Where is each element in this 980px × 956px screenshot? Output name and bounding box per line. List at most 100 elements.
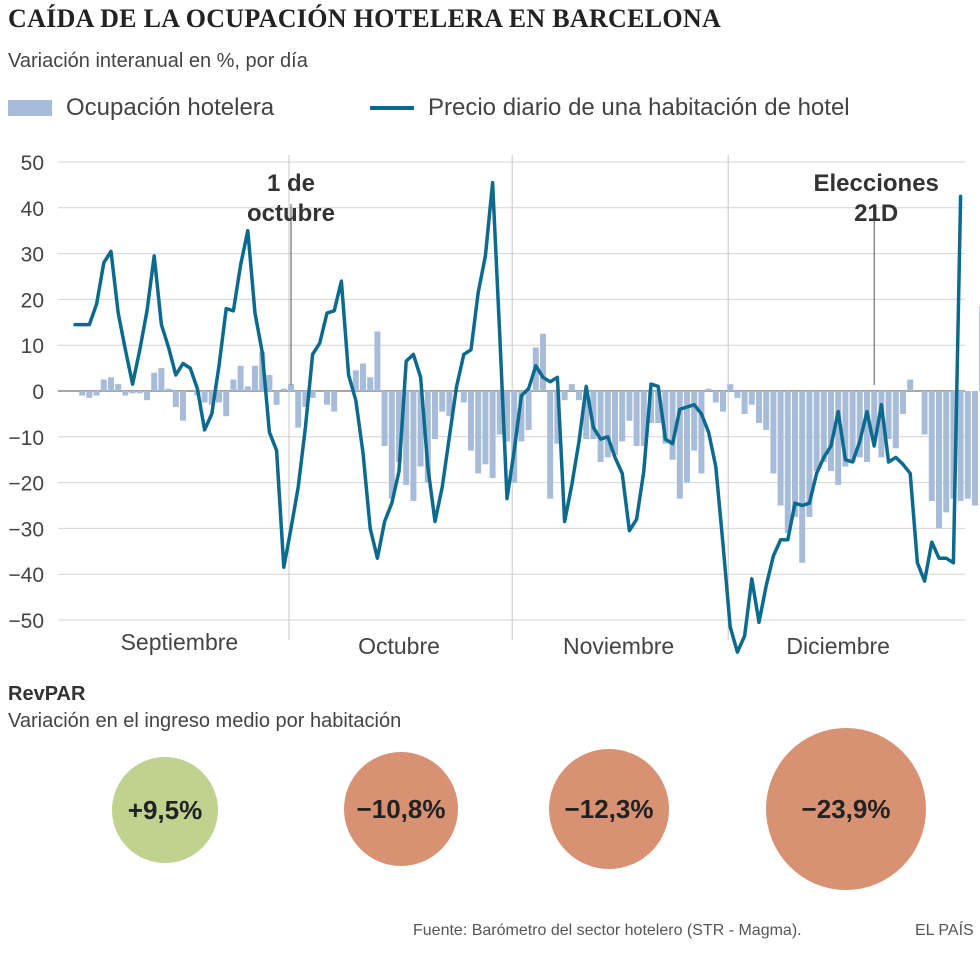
occupancy-bar — [583, 391, 590, 440]
occupancy-bar — [835, 391, 842, 485]
occupancy-bar — [489, 391, 496, 479]
occupancy-bar — [799, 391, 806, 563]
occupancy-bar — [612, 391, 618, 456]
occupancy-bar — [122, 391, 129, 396]
occupancy-bar — [662, 391, 669, 444]
occupancy-bar — [302, 391, 309, 408]
occupancy-bar — [288, 384, 294, 391]
occupancy-bar — [511, 391, 518, 483]
occupancy-bar — [482, 391, 489, 465]
occupancy-bar — [698, 391, 705, 474]
occupancy-bar — [806, 391, 813, 517]
occupancy-bar — [684, 391, 690, 483]
price-line — [73, 180, 963, 654]
occupancy-bar — [216, 391, 222, 403]
occupancy-bar — [504, 391, 510, 442]
legend-item-occupancy: Ocupación hotelera — [8, 94, 274, 122]
occupancy-bar — [432, 391, 438, 440]
occupancy-bar — [525, 391, 532, 430]
occupancy-bar — [849, 391, 856, 462]
occupancy-bar — [928, 391, 935, 501]
occupancy-bar — [734, 391, 741, 398]
occupancy-bar — [417, 391, 424, 467]
occupancy-bar — [921, 391, 928, 435]
occupancy-bar — [201, 391, 208, 403]
occupancy-bar — [129, 391, 136, 394]
revpar-bubble-september: +9,5% — [112, 757, 218, 863]
combo-chart: 50 40 30 20 10 0 −10 −20 −30 −40 −50 Septiembre Octu… — [8, 152, 980, 659]
occupancy-bar — [856, 391, 863, 458]
legend-label-occupancy: Ocupación hotelera — [66, 94, 275, 121]
occupancy-bar — [223, 391, 230, 417]
occupancy-bar — [669, 391, 676, 460]
occupancy-bar — [720, 391, 726, 412]
month-label: Octubre — [358, 633, 440, 659]
source-note: Fuente: Barómetro del sector hotelero (S… — [413, 922, 802, 939]
occupancy-bar — [547, 391, 554, 499]
occupancy-bar — [568, 384, 575, 391]
occupancy-bar — [252, 365, 258, 391]
occupancy-bar — [892, 391, 899, 449]
occupancy-bar — [691, 391, 698, 451]
month-label: Noviembre — [563, 633, 674, 659]
occupancy-bar — [230, 379, 237, 391]
legend-item-price: Precio diario de una habitación de hotel — [370, 94, 850, 122]
occupancy-bar — [936, 391, 942, 529]
occupancy-bar — [374, 331, 381, 391]
chart-title: CAÍDA DE LA OCUPACIÓN HOTELERA EN BARCEL… — [8, 4, 722, 33]
occupancy-bar — [266, 374, 273, 391]
occupancy-bar — [158, 368, 165, 391]
occupancy-bar — [712, 391, 719, 403]
occupancy-bar — [180, 391, 186, 421]
occupancy-bar — [950, 391, 957, 499]
occupancy-bar — [100, 379, 107, 391]
occupancy-bar — [792, 391, 798, 517]
occupancy-bar — [244, 386, 251, 391]
occupancy-bar — [748, 391, 755, 405]
occupancy-bar — [885, 391, 892, 440]
occupancy-bar — [727, 384, 734, 391]
occupancy-bar — [108, 377, 114, 391]
occupancy-bar — [324, 391, 330, 405]
occupancy-bar — [388, 391, 395, 499]
occupancy-bar — [295, 391, 302, 428]
occupancy-bar — [626, 391, 633, 421]
occupancy-bar — [460, 391, 467, 403]
occupancy-bar — [576, 391, 582, 401]
occupancy-bar — [151, 372, 158, 391]
revpar-subtitle: Variación en el ingreso medio por habita… — [8, 710, 402, 732]
occupancy-bar — [144, 391, 150, 401]
occupancy-bar — [352, 370, 359, 391]
month-label: Diciembre — [786, 633, 890, 659]
occupancy-bar — [172, 391, 179, 408]
occupancy-bar — [784, 391, 791, 533]
legend-label-price: Precio diario de una habitación de hotel — [428, 94, 850, 121]
occupancy-bar — [633, 391, 640, 446]
annotation-label: Elecciones — [813, 170, 938, 197]
legend: Ocupación hotelera Precio diario de una … — [8, 94, 968, 124]
occupancy-bar — [676, 391, 683, 499]
occupancy-bar — [705, 388, 712, 391]
occupancy-bar — [943, 391, 950, 513]
occupancy-bar — [367, 377, 374, 391]
occupancy-bar — [770, 391, 777, 474]
occupancy-bar — [972, 391, 978, 506]
y-tick-label: −10 — [8, 427, 44, 450]
occupancy-bar — [619, 391, 626, 442]
occupancy-bar — [273, 391, 280, 405]
annotation-label: octubre — [247, 200, 335, 227]
revpar-bubble-november: −12,3% — [549, 749, 669, 869]
occupancy-bar — [403, 391, 410, 485]
occupancy-bar — [496, 391, 503, 435]
revpar-title: RevPAR — [8, 683, 86, 705]
occupancy-bar — [360, 363, 366, 391]
occupancy-bar — [820, 391, 827, 462]
y-tick-label: −30 — [8, 518, 44, 541]
occupancy-bar — [655, 391, 662, 424]
occupancy-bar — [93, 391, 100, 396]
legend-swatch-line — [370, 106, 414, 110]
occupancy-bar — [590, 391, 597, 440]
month-label: Septiembre — [121, 629, 239, 655]
brand: EL PAÍS — [915, 922, 974, 939]
y-tick-label: 20 — [21, 289, 44, 312]
